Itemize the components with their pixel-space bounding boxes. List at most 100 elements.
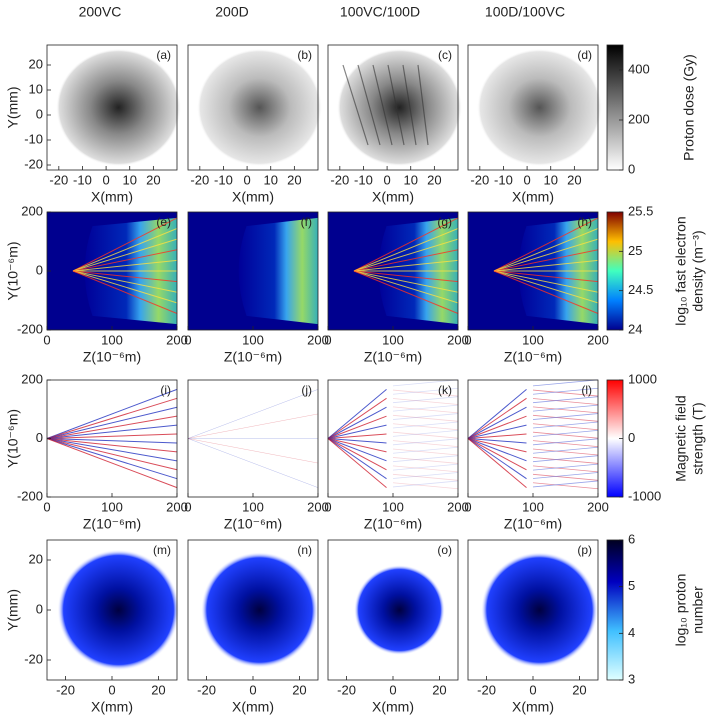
- y-tick-label: 20: [29, 56, 43, 71]
- column-title: 200D: [215, 4, 248, 20]
- colorbar-label: log₁₀ proton: [673, 574, 689, 647]
- colorbar-tick-label: 25.5: [628, 203, 653, 218]
- x-tick-label: 100: [242, 332, 264, 347]
- y-tick-label: 0: [36, 430, 43, 445]
- x-tick-label: 10: [543, 172, 557, 187]
- column-title: 200VC: [79, 4, 122, 20]
- panel-label: (e): [156, 215, 171, 229]
- x-tick-label: 0: [249, 682, 256, 697]
- column-title: 100D/100VC: [485, 4, 565, 20]
- y-tick-label: 10: [29, 81, 43, 96]
- colorbar-tick-label: -1000: [628, 488, 661, 503]
- x-tick-label: 20: [146, 172, 160, 187]
- proton-image: [57, 549, 179, 670]
- x-tick-label: 10: [263, 172, 277, 187]
- colorbar-tick-label: 0: [628, 430, 635, 445]
- panel-label: (g): [437, 215, 452, 229]
- panel-label: (b): [297, 48, 312, 62]
- colorbar: [607, 212, 623, 330]
- x-tick-label: 20: [567, 172, 581, 187]
- x-axis-label: X(mm): [91, 699, 133, 715]
- x-tick-label: 20: [427, 172, 441, 187]
- figure: 200VC200D100VC/100D100D/100VC(a)-20-1001…: [0, 0, 715, 717]
- panel-label: (l): [581, 383, 592, 397]
- colorbar-tick-label: 0: [628, 161, 635, 176]
- dose-image: [56, 49, 181, 167]
- colorbar-tick-label: 200: [628, 111, 650, 126]
- y-tick-label: 0: [36, 601, 43, 616]
- colorbar: [607, 540, 623, 680]
- x-tick-label: -10: [73, 172, 92, 187]
- y-axis-label: Y(mm): [5, 589, 21, 631]
- panel-label: (f): [301, 215, 312, 229]
- x-axis-label: Z(10⁻⁶m): [504, 516, 562, 532]
- colorbar-tick-label: 6: [628, 531, 635, 546]
- x-tick-label: -20: [470, 172, 489, 187]
- x-tick-label: -20: [56, 682, 75, 697]
- x-tick-label: 0: [102, 172, 109, 187]
- image-bg: [328, 380, 458, 497]
- panel-label: (p): [577, 543, 592, 557]
- y-axis-label: Y(10⁻⁶m): [5, 241, 21, 300]
- y-tick-label: -20: [24, 651, 43, 666]
- x-axis-label: X(mm): [512, 189, 554, 205]
- proton-image: [201, 552, 318, 668]
- x-axis-label: Z(10⁻⁶m): [83, 349, 141, 365]
- x-tick-label: 0: [184, 332, 191, 347]
- panel-label: (k): [438, 383, 452, 397]
- y-tick-label: 200: [21, 203, 43, 218]
- colorbar-tick-label: 3: [628, 671, 635, 686]
- colorbar-tick-label: 400: [628, 61, 650, 76]
- x-tick-label: 0: [43, 332, 50, 347]
- colorbar-label: Magnetic field: [673, 395, 689, 481]
- x-tick-label: 0: [43, 499, 50, 514]
- y-axis-label: Y(mm): [5, 87, 21, 129]
- panel-label: (h): [577, 215, 592, 229]
- colorbar-label: strength (T): [690, 402, 706, 474]
- x-tick-label: 0: [108, 682, 115, 697]
- colorbar-label: density (m⁻³): [690, 230, 706, 311]
- y-tick-label: 0: [36, 262, 43, 277]
- proton-image: [354, 565, 445, 655]
- dose-image: [477, 49, 602, 167]
- x-axis-label: Z(10⁻⁶m): [364, 516, 422, 532]
- y-tick-label: 0: [36, 106, 43, 121]
- x-tick-label: 10: [122, 172, 136, 187]
- x-tick-label: -20: [477, 682, 496, 697]
- density-image: [239, 218, 318, 324]
- image-bg: [47, 380, 177, 497]
- x-tick-label: 0: [529, 682, 536, 697]
- y-tick-label: -10: [24, 131, 43, 146]
- colorbar-tick-label: 1000: [628, 371, 657, 386]
- y-tick-label: 20: [29, 551, 43, 566]
- panel-label: (a): [156, 48, 171, 62]
- x-tick-label: 20: [432, 682, 446, 697]
- y-axis-label: Y(10⁻⁶m): [5, 409, 21, 468]
- x-tick-label: 20: [287, 172, 301, 187]
- x-tick-label: 100: [522, 499, 544, 514]
- x-axis-label: X(mm): [91, 189, 133, 205]
- x-tick-label: -10: [214, 172, 233, 187]
- x-axis-label: Z(10⁻⁶m): [504, 349, 562, 365]
- image-bg: [468, 380, 598, 497]
- x-tick-label: 100: [101, 332, 123, 347]
- column-title: 100VC/100D: [340, 4, 420, 20]
- colorbar-tick-label: 5: [628, 578, 635, 593]
- y-tick-label: -200: [17, 488, 43, 503]
- x-tick-label: 100: [101, 499, 123, 514]
- colorbar: [607, 45, 623, 170]
- x-tick-label: 20: [151, 682, 165, 697]
- x-axis-label: X(mm): [372, 699, 414, 715]
- x-tick-label: -20: [330, 172, 349, 187]
- proton-image: [481, 552, 598, 668]
- x-tick-label: -10: [494, 172, 513, 187]
- x-tick-label: 200: [587, 499, 609, 514]
- x-tick-label: 100: [242, 499, 264, 514]
- x-axis-label: X(mm): [372, 189, 414, 205]
- x-tick-label: -10: [354, 172, 373, 187]
- x-tick-label: 0: [389, 682, 396, 697]
- x-tick-label: 100: [382, 499, 404, 514]
- x-axis-label: Z(10⁻⁶m): [83, 516, 141, 532]
- x-tick-label: -20: [197, 682, 216, 697]
- x-axis-label: Z(10⁻⁶m): [224, 516, 282, 532]
